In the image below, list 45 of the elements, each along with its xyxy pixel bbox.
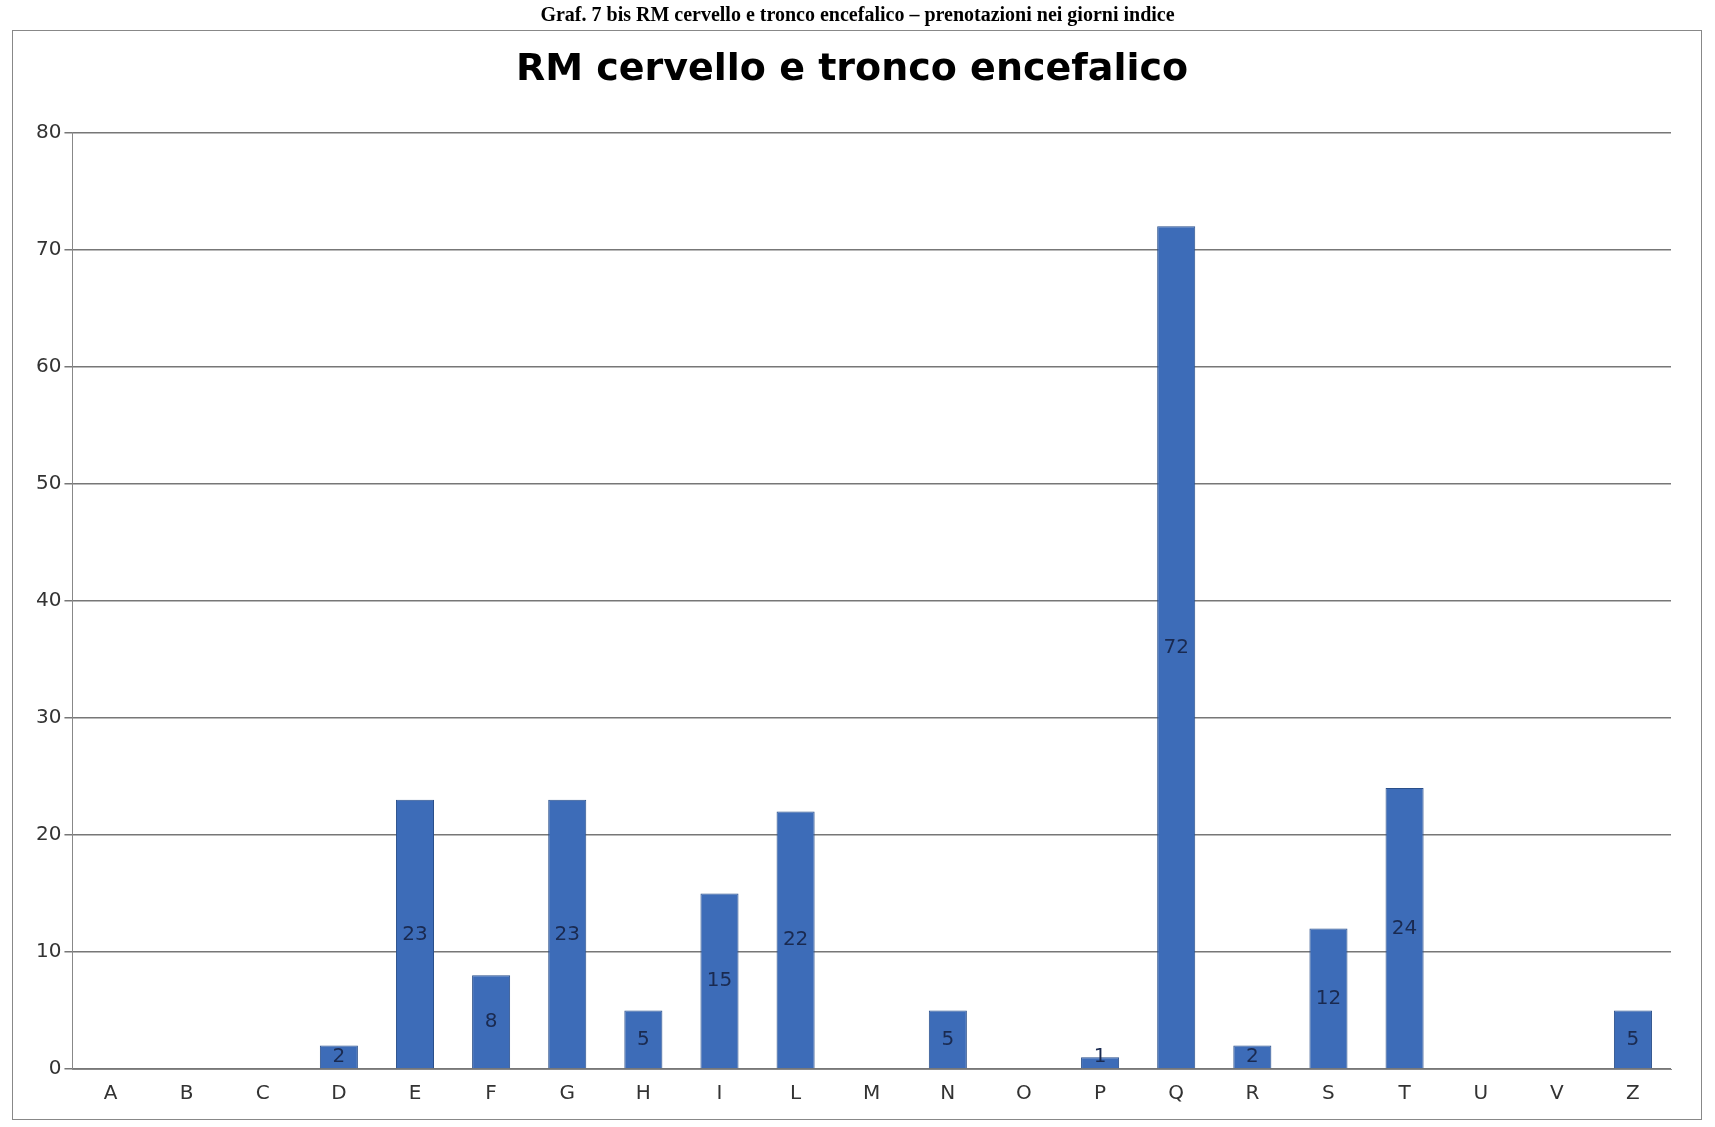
y-tick-label: 40 — [36, 587, 62, 611]
x-tick-label: U — [1473, 1080, 1489, 1105]
data-label: 2 — [332, 1043, 346, 1068]
x-tick-label: L — [790, 1080, 803, 1105]
x-tick-label: A — [103, 1080, 118, 1105]
x-tick-label: G — [559, 1080, 575, 1105]
x-tick-label: M — [863, 1080, 881, 1105]
y-tick-label: 70 — [36, 235, 62, 260]
x-tick-label: E — [408, 1080, 422, 1105]
data-label: 15 — [706, 967, 733, 992]
x-tick-label: N — [940, 1080, 956, 1105]
x-tick-label: F — [485, 1080, 497, 1105]
x-tick-label: H — [635, 1080, 651, 1105]
chart-title: RM cervello e tronco encefalico — [515, 44, 1189, 89]
y-tick-label: 50 — [36, 469, 62, 494]
data-label: 5 — [636, 1025, 650, 1050]
x-tick-label: O — [1016, 1080, 1032, 1105]
x-tick-label: V — [1549, 1080, 1564, 1105]
data-label: 23 — [554, 920, 580, 945]
data-label: 23 — [402, 920, 428, 945]
x-tick-label: T — [1397, 1080, 1412, 1105]
x-tick-label: D — [331, 1080, 347, 1105]
data-label: 24 — [1391, 914, 1418, 939]
x-tick-label: B — [179, 1080, 194, 1105]
x-tick-label: P — [1094, 1080, 1107, 1105]
y-tick-label: 20 — [36, 821, 62, 846]
data-label: 8 — [484, 1008, 498, 1033]
x-tick-label: Q — [1168, 1080, 1185, 1105]
data-label: 5 — [1626, 1025, 1640, 1050]
y-tick-label: 30 — [36, 704, 62, 729]
data-label: 12 — [1315, 984, 1342, 1009]
text: Graf. 7 bis RM cervello e tronco encefalico – prenotazioni nei giorni indice — [539, 2, 1176, 28]
data-label: 2 — [1245, 1043, 1259, 1068]
data-label: 22 — [782, 926, 809, 951]
x-tick-label: S — [1322, 1080, 1335, 1105]
x-tick-label: I — [716, 1080, 723, 1105]
x-tick-label: C — [255, 1080, 270, 1105]
y-tick-label: 60 — [36, 352, 62, 377]
data-label: 72 — [1163, 633, 1189, 658]
x-tick-label: R — [1245, 1080, 1260, 1105]
y-tick-label: 10 — [36, 938, 62, 963]
y-tick-label: 80 — [36, 118, 62, 143]
data-label: 5 — [941, 1025, 955, 1050]
x-tick-label: Z — [1626, 1080, 1640, 1105]
y-tick-label: 0 — [48, 1055, 62, 1080]
